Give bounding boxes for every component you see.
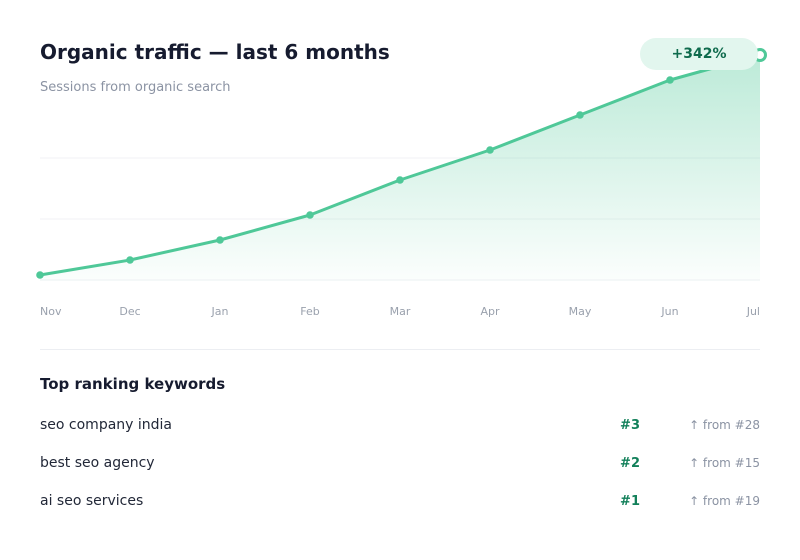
keyword-rank: #3 [620,418,640,433]
keyword-name: seo company india [40,417,173,433]
x-tick-label: Mar [390,305,411,318]
chart-title: Organic traffic — last 6 months [40,40,390,64]
keyword-name: best seo agency [40,455,155,471]
keyword-rank: #2 [620,456,640,471]
keyword-row: best seo agency #2 ↑ from #15 [40,455,760,477]
x-tick-label: Apr [480,305,500,318]
data-point-jan [216,236,224,244]
traffic-area [40,55,760,281]
data-point-nov [36,271,44,279]
keyword-previous-rank: ↑ from #15 [689,456,760,470]
data-point-mar [396,176,404,184]
keyword-row: ai seo services #1 ↑ from #19 [40,493,760,515]
keyword-previous-rank: ↑ from #28 [689,418,760,432]
data-point-may [576,111,584,119]
section-divider [40,349,760,350]
x-tick-label: Jul [746,305,760,318]
x-tick-label: Feb [300,305,319,318]
x-tick-label: Dec [119,305,140,318]
x-tick-label: May [569,305,592,318]
keyword-row: seo company india #3 ↑ from #28 [40,417,760,439]
x-tick-label: Jun [660,305,678,318]
keyword-previous-rank: ↑ from #19 [689,494,760,508]
keywords-title: Top ranking keywords [40,375,226,393]
x-tick-label: Nov [40,305,62,318]
x-tick-label: Jan [211,305,229,318]
data-point-apr [486,146,494,154]
data-point-jun [666,76,674,84]
chart-subtitle: Sessions from organic search [40,80,231,95]
data-point-feb [306,211,314,219]
keyword-name: ai seo services [40,493,144,509]
keyword-rank: #1 [620,494,640,509]
data-point-dec [126,256,134,264]
growth-badge: +342% [640,38,758,70]
